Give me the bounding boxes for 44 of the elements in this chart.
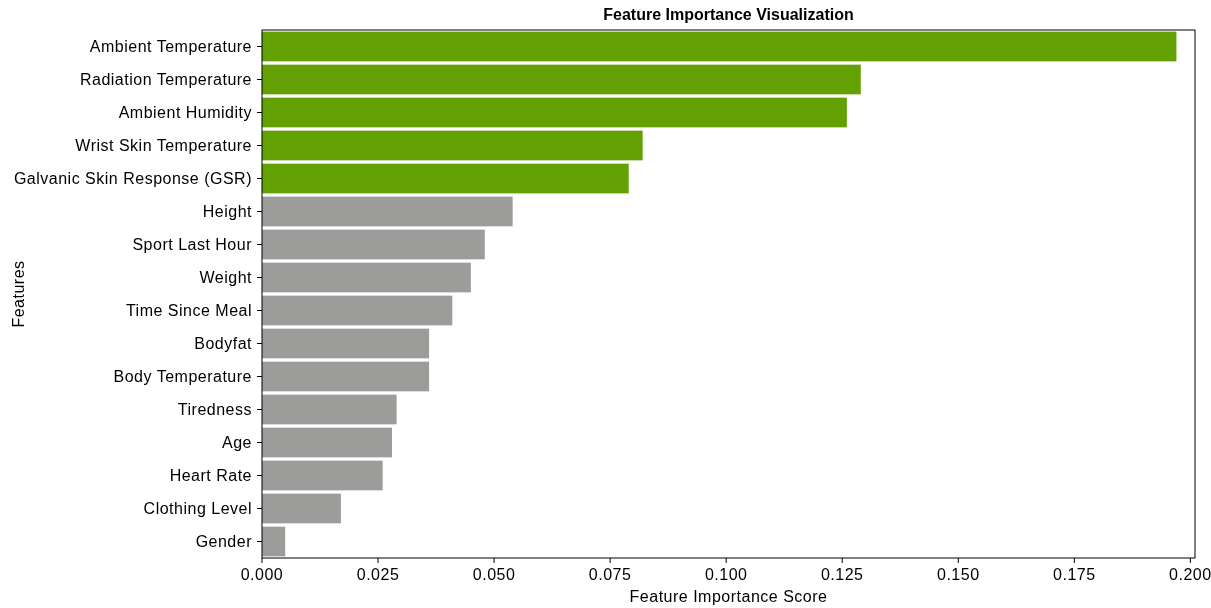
x-tick-label: 0.175 <box>1053 566 1096 583</box>
y-tick-label: Galvanic Skin Response (GSR) <box>13 170 252 188</box>
bar <box>262 394 397 425</box>
bar <box>262 196 513 227</box>
x-tick-label: 0.075 <box>588 566 632 583</box>
y-tick-label: Heart Rate <box>169 467 252 485</box>
x-tick-label: 0.200 <box>1169 566 1211 583</box>
bar <box>262 295 453 326</box>
x-tick-label: 0.025 <box>356 566 400 583</box>
y-tick-label: Bodyfat <box>194 335 253 353</box>
bar <box>262 262 471 293</box>
y-tick-label: Radiation Temperature <box>79 71 252 89</box>
x-tick-label: 0.100 <box>704 566 748 583</box>
y-tick-label: Wrist Skin Temperature <box>75 137 252 155</box>
y-tick-label: Ambient Humidity <box>118 104 252 122</box>
bar <box>262 130 643 161</box>
y-tick-label: Ambient Temperature <box>89 38 252 56</box>
y-tick-label: Tiredness <box>177 401 252 419</box>
bar <box>262 460 383 491</box>
chart-title: Feature Importance Visualization <box>603 6 854 23</box>
y-tick-label: Clothing Level <box>143 500 252 518</box>
y-tick-label: Gender <box>195 533 253 551</box>
bar <box>262 229 485 260</box>
x-tick-label: 0.150 <box>937 566 980 583</box>
y-tick-label: Time Since Meal <box>125 302 252 320</box>
bar <box>262 493 341 524</box>
y-tick-label: Sport Last Hour <box>132 236 253 254</box>
y-tick-label: Body Temperature <box>113 368 252 386</box>
bar <box>262 97 847 128</box>
x-tick-label: 0.050 <box>472 566 516 583</box>
bar <box>262 31 1177 62</box>
y-axis-title: Features <box>10 260 27 328</box>
bar <box>262 64 861 95</box>
bar <box>262 526 286 557</box>
bar <box>262 163 629 194</box>
x-tick-label: 0.000 <box>240 566 284 583</box>
x-tick-label: 0.125 <box>820 566 864 583</box>
y-tick-label: Height <box>202 203 253 221</box>
y-tick-label: Age <box>222 434 252 452</box>
bar <box>262 427 392 458</box>
x-axis-title: Feature Importance Score <box>629 588 828 605</box>
y-tick-label: Weight <box>199 269 253 287</box>
bar <box>262 328 430 359</box>
bar <box>262 361 430 392</box>
